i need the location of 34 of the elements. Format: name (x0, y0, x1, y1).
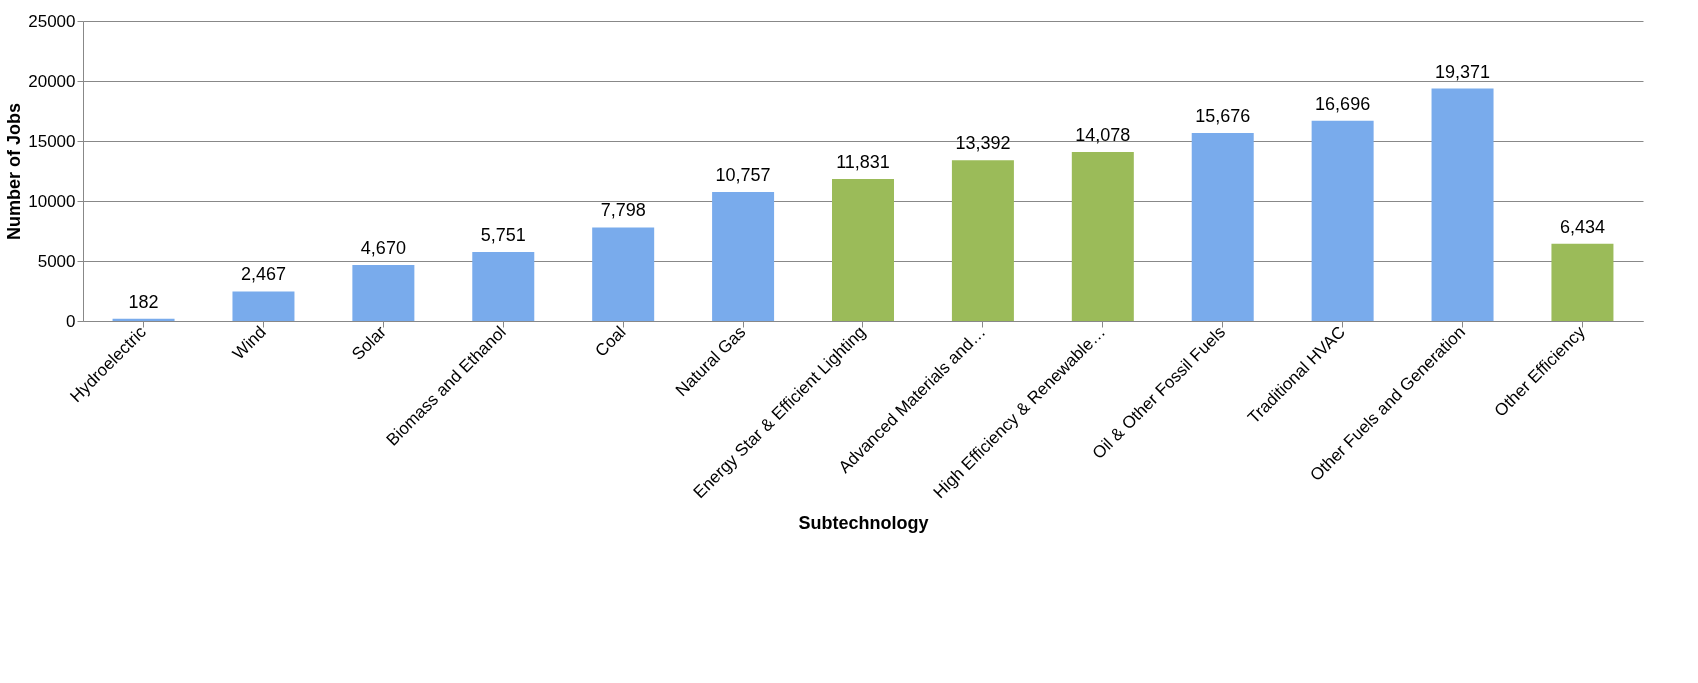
data-label: 4,670 (360, 237, 406, 258)
data-label: 6,434 (1559, 216, 1605, 237)
bar (951, 160, 1014, 321)
data-label: 11,831 (836, 152, 890, 173)
y-tick-label: 5000 (37, 251, 76, 271)
bar (1071, 152, 1134, 321)
data-label: 182 (128, 291, 159, 312)
data-label: 16,696 (1315, 93, 1371, 114)
data-label: 10,757 (715, 164, 771, 185)
data-label: 2,467 (240, 264, 286, 285)
data-label: 13,392 (955, 133, 1011, 154)
bar (112, 318, 175, 321)
y-tick-label: 15000 (28, 131, 76, 151)
bar (712, 191, 775, 321)
bar (352, 264, 415, 321)
data-label: 19,371 (1435, 61, 1491, 82)
y-axis-title: Number of Jobs (4, 102, 25, 241)
data-label: 7,798 (600, 200, 646, 221)
bar (592, 227, 655, 321)
y-tick-label: 10000 (28, 191, 76, 211)
bar (1311, 120, 1374, 321)
y-tick-label: 25000 (28, 11, 76, 31)
bar (832, 179, 894, 321)
bar (472, 251, 535, 321)
y-tick-label: 20000 (28, 71, 76, 91)
bar (1551, 243, 1614, 321)
bar (232, 291, 295, 321)
x-axis-title: Subtechnology (798, 513, 929, 534)
bar (1431, 88, 1494, 321)
bar (1191, 132, 1254, 321)
data-label: 14,078 (1075, 125, 1131, 146)
y-tick-label: 0 (66, 311, 76, 331)
data-label: 15,676 (1195, 105, 1251, 126)
data-label: 5,751 (480, 224, 526, 245)
